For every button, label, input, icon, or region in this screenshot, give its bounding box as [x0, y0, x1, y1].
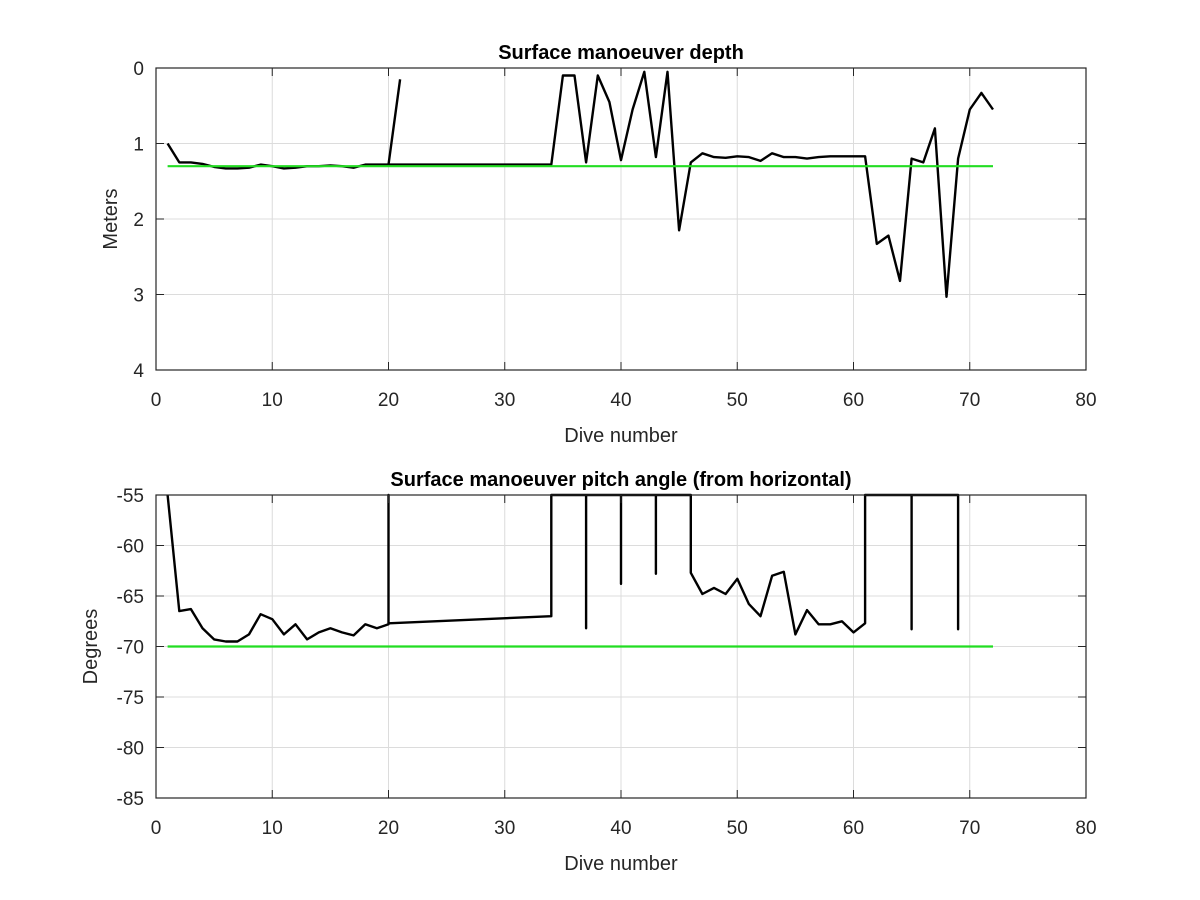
depth-y-tick-label: 1 — [133, 135, 144, 156]
pitch-x-tick-label: 60 — [843, 818, 864, 839]
depth-chart-title: Surface manoeuver depth — [498, 42, 744, 64]
pitch-x-tick-label: 50 — [727, 818, 748, 839]
depth-y-tick-label: 4 — [133, 361, 144, 382]
pitch-x-tick-label: 20 — [378, 818, 399, 839]
pitch-series-line-0 — [166, 493, 960, 643]
depth-x-tick-label: 60 — [843, 390, 864, 411]
pitch-ticks: 0 10 20 30 40 50 60 70 80 -55 -60 -65 -70 -75 -80 -85 — [117, 486, 1097, 839]
depth-x-axis-label: Dive number — [564, 425, 678, 447]
depth-series — [166, 70, 994, 298]
pitch-chart-title: Surface manoeuver pitch angle (from hori… — [390, 469, 851, 491]
pitch-y-tick-label: -65 — [117, 587, 144, 608]
depth-x-tick-label: 70 — [959, 390, 980, 411]
pitch-y-tick-label: -85 — [117, 789, 144, 810]
pitch-y-tick-label: -70 — [117, 638, 144, 659]
depth-x-tick-label: 80 — [1075, 390, 1096, 411]
pitch-x-tick-label: 30 — [494, 818, 515, 839]
pitch-series — [166, 493, 993, 648]
pitch-x-tick-label: 80 — [1075, 818, 1096, 839]
pitch-x-tick-label: 70 — [959, 818, 980, 839]
pitch-x-tick-label: 40 — [610, 818, 631, 839]
depth-ticks: 0 10 20 30 40 50 60 70 80 0 1 2 3 4 — [133, 59, 1096, 411]
pitch-y-tick-label: -55 — [117, 486, 144, 507]
depth-y-tick-label: 2 — [133, 210, 144, 231]
depth-y-tick-label: 0 — [133, 59, 144, 80]
depth-x-tick-label: 50 — [727, 390, 748, 411]
depth-x-tick-label: 0 — [151, 390, 162, 411]
depth-x-tick-label: 20 — [378, 390, 399, 411]
pitch-y-tick-label: -60 — [117, 537, 144, 558]
pitch-x-tick-label: 0 — [151, 818, 162, 839]
depth-y-axis-label: Meters — [100, 188, 122, 249]
pitch-chart: 0 10 20 30 40 50 60 70 80 -55 -60 -65 -70 -75 -80 -85 S… — [80, 469, 1097, 875]
pitch-x-axis-label: Dive number — [564, 853, 678, 875]
depth-x-tick-label: 10 — [262, 390, 283, 411]
pitch-y-tick-label: -80 — [117, 739, 144, 760]
depth-x-tick-label: 30 — [494, 390, 515, 411]
depth-x-tick-label: 40 — [610, 390, 631, 411]
pitch-x-tick-label: 10 — [262, 818, 283, 839]
depth-y-tick-label: 3 — [133, 286, 144, 307]
depth-chart: 0 10 20 30 40 50 60 70 80 0 1 2 3 4 Surface manoeuver… — [100, 42, 1097, 447]
pitch-y-axis-label: Degrees — [80, 609, 102, 685]
pitch-y-tick-label: -75 — [117, 688, 144, 709]
